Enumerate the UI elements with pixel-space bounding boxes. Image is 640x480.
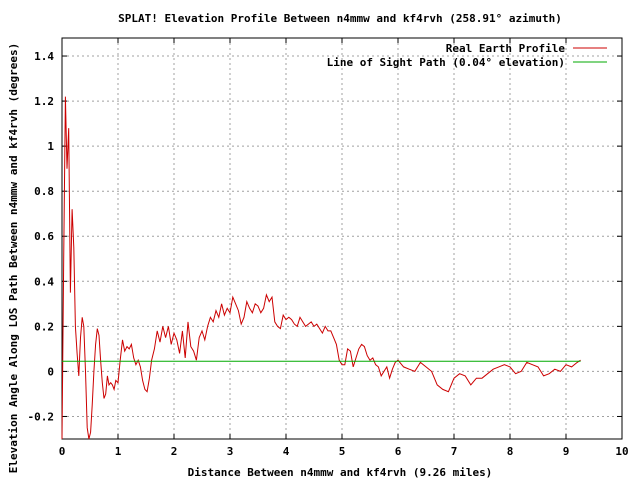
y-tick-label: 0.4 [34, 275, 54, 288]
x-tick-label: 8 [507, 445, 514, 458]
y-tick-label: 0.6 [34, 230, 54, 243]
x-tick-label: 2 [171, 445, 178, 458]
x-tick-label: 1 [115, 445, 122, 458]
x-tick-label: 6 [395, 445, 402, 458]
series-real-earth-profile [61, 96, 581, 440]
y-tick-label: 1.4 [34, 50, 54, 63]
x-tick-label: 3 [227, 445, 234, 458]
y-tick-label: -0.2 [28, 410, 55, 423]
y-tick-label: 0.2 [34, 320, 54, 333]
x-tick-label: 10 [615, 445, 628, 458]
axis-ticks: 0 1 2 3 4 5 6 7 8 9 10 -0.2 0 0.2 0.4 0.6 0.8 1 1.2 1.4 [28, 38, 629, 458]
y-tick-label: 1.2 [34, 95, 54, 108]
y-tick-label: 0 [47, 365, 54, 378]
x-tick-label: 4 [283, 445, 290, 458]
x-tick-label: 9 [563, 445, 570, 458]
y-tick-label: 0.8 [34, 185, 54, 198]
legend-entry-line-of-sight-path: Line of Sight Path (0.04° elevation) [327, 56, 565, 69]
grid-lines [62, 38, 622, 439]
x-tick-label: 0 [59, 445, 66, 458]
x-axis-label: Distance Between n4mmw and kf4rvh (9.26 … [188, 466, 493, 479]
chart-title: SPLAT! Elevation Profile Between n4mmw a… [118, 12, 562, 25]
series-lines [61, 96, 581, 440]
y-tick-label: 1 [47, 140, 54, 153]
legend-entry-real-earth-profile: Real Earth Profile [446, 42, 566, 55]
legend: Real Earth Profile Line of Sight Path (0… [327, 42, 607, 69]
x-tick-label: 7 [451, 445, 458, 458]
y-axis-label: Elevation Angle Along LOS Path Between n… [7, 43, 20, 473]
x-tick-label: 5 [339, 445, 346, 458]
